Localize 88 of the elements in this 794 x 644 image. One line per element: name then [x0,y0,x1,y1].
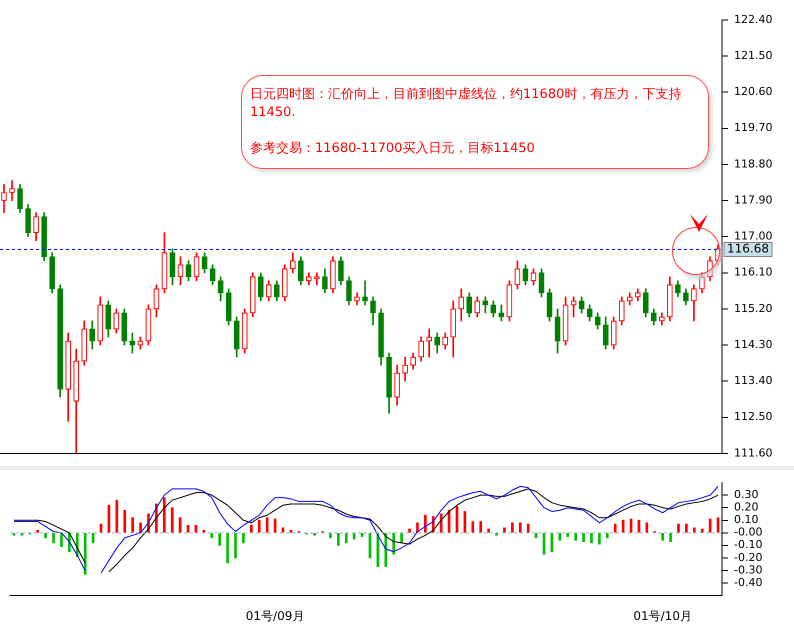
bar [534,532,538,538]
bar [170,507,174,533]
bar [471,521,474,533]
bar [337,532,340,546]
bar [487,528,490,533]
bar [416,522,419,533]
y-tick-label: -0.30 [734,563,762,576]
bar [52,532,55,544]
bar [526,524,530,533]
y-tick-label: 0.20 [734,500,758,514]
bar [542,532,546,554]
bar [139,522,142,533]
x-tick-label: 01号/10月 [633,608,692,623]
bar [60,532,63,547]
bar [360,532,364,537]
bar [464,511,466,533]
bar [194,524,198,533]
candlestick [9,180,15,201]
bar [368,532,372,558]
bar [100,524,102,533]
callout-box: 日元四时图：汇价向上，目前到图中虚线位，约11680时，有压力，下支持11450. 参考交易：11680-11700买入日元，目标11450 [241,75,709,169]
bar [716,517,720,533]
bar [92,532,94,544]
candlestick [362,280,368,306]
bar [503,527,506,533]
y-tick-label: 116.10 [734,266,772,279]
y-tick-label: 112.50 [734,410,772,424]
bar [661,532,664,541]
bar [566,532,570,537]
y-tick-label: 118.80 [734,157,772,170]
bar [590,532,593,544]
bar [598,532,601,544]
bar [186,524,190,533]
bar [638,520,640,533]
bar [669,532,672,542]
bar [274,518,276,533]
bar [677,524,680,533]
bar [250,524,253,533]
y-tick-label: 113.40 [734,374,772,388]
y-tick-label: 114.30 [734,338,772,351]
annotation: 参考交易：11680-11700买入日元，目标11450 [250,140,536,158]
bar [700,528,704,533]
bar [329,532,332,538]
bar [456,506,458,533]
bar [258,520,261,533]
bar [630,518,632,533]
y-tick-label: -0.10 [734,538,762,552]
bar [242,532,245,544]
bar [518,522,522,533]
y-tick-label: 0.30 [734,488,758,502]
bar [178,517,182,533]
annotation: 日元四时图：汇价向上，目前到图中虚线位，约11680时，有压力，下支持11450. [250,86,682,122]
bar [226,532,229,564]
y-tick-label: 115.20 [734,302,772,315]
bar [558,532,562,541]
x-tick-label: 01号/09月 [246,608,304,623]
bar [12,532,16,536]
bar [266,517,268,533]
y-tick-label: 0.10 [734,513,758,526]
bar [234,532,237,558]
y-tick-label: -0.20 [734,550,762,564]
bar [408,528,411,533]
bar [479,521,482,533]
bar [511,522,514,533]
bar [131,517,134,533]
ref-line-label: 116.68 [727,242,769,256]
y-tick-label: 119.70 [734,121,772,134]
bar [550,532,554,552]
y-tick-label: 122.40 [734,12,772,26]
bar [123,510,126,533]
y-tick-label: -0.40 [734,576,762,589]
bar [218,532,222,546]
bar [646,522,648,533]
bar [116,500,118,533]
y-tick-label: 117.00 [734,230,772,243]
y-tick-label: 121.50 [734,48,772,62]
bar [582,532,585,542]
bar [108,504,110,533]
y-tick-label: 117.90 [734,193,772,206]
bar [622,520,624,533]
bar [614,524,617,533]
y-tick-label: 111.60 [734,446,772,460]
bar [685,524,688,533]
y-tick-label: -0.00 [734,526,762,539]
bar [708,518,712,533]
bar [692,527,696,533]
bar [282,527,284,533]
y-tick-label: 120.60 [734,85,772,98]
